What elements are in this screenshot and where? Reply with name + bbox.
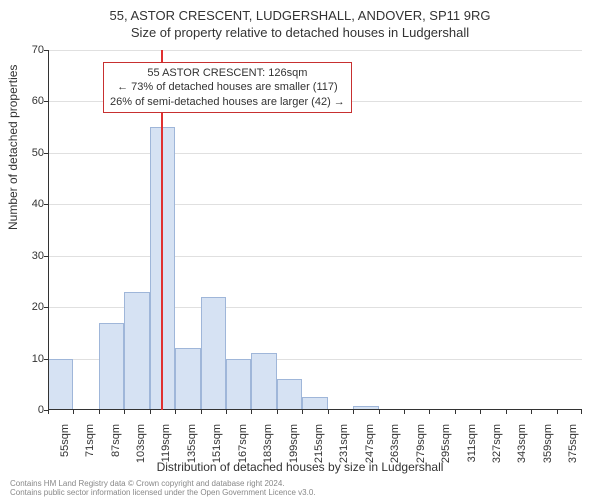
- page-title: 55, ASTOR CRESCENT, LUDGERSHALL, ANDOVER…: [0, 0, 600, 23]
- x-axis-line: [48, 409, 582, 410]
- annotation-box: 55 ASTOR CRESCENT: 126sqm← 73% of detach…: [103, 62, 352, 113]
- y-axis-line: [48, 50, 49, 410]
- plot-area: 01020304050607055sqm71sqm87sqm103sqm119s…: [48, 50, 582, 410]
- x-tick-mark: [455, 410, 456, 414]
- x-tick-mark: [506, 410, 507, 414]
- gridline: [48, 256, 582, 257]
- y-tick-label: 70: [14, 44, 44, 56]
- x-tick-label: 71sqm: [84, 424, 96, 484]
- x-tick-label: 231sqm: [338, 424, 350, 484]
- x-tick-mark: [379, 410, 380, 414]
- x-tick-label: 359sqm: [542, 424, 554, 484]
- x-tick-mark: [328, 410, 329, 414]
- y-tick-label: 0: [14, 404, 44, 416]
- x-tick-label: 343sqm: [516, 424, 528, 484]
- x-tick-mark: [150, 410, 151, 414]
- x-tick-label: 375sqm: [567, 424, 579, 484]
- x-axis-title: Distribution of detached houses by size …: [0, 460, 600, 474]
- x-tick-mark: [251, 410, 252, 414]
- x-tick-label: 151sqm: [211, 424, 223, 484]
- x-tick-label: 295sqm: [440, 424, 452, 484]
- page-subtitle: Size of property relative to detached ho…: [0, 23, 600, 40]
- x-tick-mark: [175, 410, 176, 414]
- x-tick-mark: [480, 410, 481, 414]
- x-tick-label: 199sqm: [288, 424, 300, 484]
- x-tick-mark: [557, 410, 558, 414]
- x-tick-mark: [581, 410, 582, 414]
- x-tick-label: 135sqm: [186, 424, 198, 484]
- x-tick-mark: [48, 410, 49, 414]
- x-tick-mark: [404, 410, 405, 414]
- histogram-bar: [226, 359, 251, 410]
- histogram-bar: [277, 379, 302, 410]
- x-tick-mark: [124, 410, 125, 414]
- annotation-line-2: ← 73% of detached houses are smaller (11…: [110, 80, 345, 94]
- x-tick-mark: [429, 410, 430, 414]
- x-tick-mark: [277, 410, 278, 414]
- y-tick-label: 30: [14, 250, 44, 262]
- x-tick-mark: [531, 410, 532, 414]
- histogram-bar: [48, 359, 73, 410]
- annotation-line-1: 55 ASTOR CRESCENT: 126sqm: [110, 66, 345, 80]
- histogram-bar: [251, 353, 276, 410]
- x-tick-mark: [73, 410, 74, 414]
- gridline: [48, 50, 582, 51]
- gridline: [48, 204, 582, 205]
- y-tick-label: 20: [14, 301, 44, 313]
- x-tick-label: 119sqm: [160, 424, 172, 484]
- x-tick-label: 215sqm: [313, 424, 325, 484]
- y-tick-label: 40: [14, 198, 44, 210]
- x-tick-label: 279sqm: [415, 424, 427, 484]
- histogram-bar: [124, 292, 149, 410]
- histogram-bar: [201, 297, 226, 410]
- y-tick-label: 50: [14, 147, 44, 159]
- x-tick-mark: [201, 410, 202, 414]
- x-tick-label: 55sqm: [59, 424, 71, 484]
- histogram-bar: [99, 323, 124, 410]
- footer-attribution: Contains HM Land Registry data © Crown c…: [10, 479, 316, 498]
- gridline: [48, 153, 582, 154]
- footer-line-2: Contains public sector information licen…: [10, 488, 316, 498]
- x-tick-mark: [99, 410, 100, 414]
- x-tick-label: 247sqm: [364, 424, 376, 484]
- x-tick-label: 263sqm: [389, 424, 401, 484]
- x-tick-label: 183sqm: [262, 424, 274, 484]
- y-tick-label: 10: [14, 353, 44, 365]
- x-tick-label: 327sqm: [491, 424, 503, 484]
- y-tick-label: 60: [14, 95, 44, 107]
- x-tick-label: 87sqm: [110, 424, 122, 484]
- x-tick-mark: [353, 410, 354, 414]
- chart-container: 55, ASTOR CRESCENT, LUDGERSHALL, ANDOVER…: [0, 0, 600, 500]
- x-tick-mark: [226, 410, 227, 414]
- x-tick-label: 103sqm: [135, 424, 147, 484]
- x-tick-label: 311sqm: [466, 424, 478, 484]
- histogram-bar: [175, 348, 200, 410]
- footer-line-1: Contains HM Land Registry data © Crown c…: [10, 479, 316, 489]
- x-tick-mark: [302, 410, 303, 414]
- annotation-line-3: 26% of semi-detached houses are larger (…: [110, 95, 345, 109]
- x-tick-label: 167sqm: [237, 424, 249, 484]
